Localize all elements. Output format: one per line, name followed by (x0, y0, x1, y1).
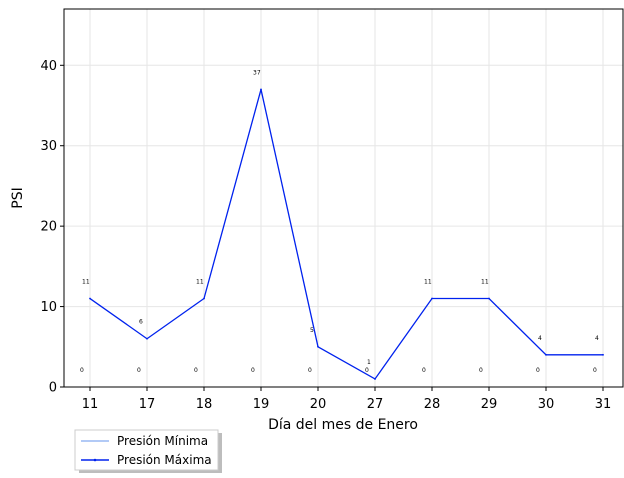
y-axis-label: PSI (10, 187, 26, 208)
x-tick-label: 29 (481, 397, 498, 412)
data-point-max (203, 297, 205, 300)
data-label-max: 11 (481, 279, 489, 286)
data-point-max (545, 353, 547, 356)
data-label-min: 0 (479, 367, 483, 374)
data-point-max (317, 345, 319, 348)
x-tick-label: 11 (82, 397, 99, 412)
data-point-max (374, 378, 376, 380)
legend-box (74, 429, 219, 471)
legend: Presión Mínima Presión Máxima (74, 429, 222, 473)
data-label-min: 0 (80, 367, 84, 374)
y-tick-layer: 0 10 20 30 40 (40, 59, 64, 396)
data-point-max (89, 297, 91, 300)
data-label-max: 11 (196, 279, 204, 286)
data-label-min: 0 (593, 367, 597, 374)
data-point-max (146, 337, 148, 340)
data-label-max: 6 (139, 319, 143, 326)
grid-layer (64, 9, 623, 388)
x-tick-label: 19 (253, 397, 270, 412)
data-label-min: 0 (308, 367, 312, 374)
series-layer (89, 88, 604, 388)
y-tick-label: 20 (40, 220, 57, 235)
x-tick-label: 18 (196, 397, 213, 412)
data-label-min: 0 (194, 367, 198, 374)
data-label-max: 4 (538, 335, 542, 342)
x-axis-label: Día del mes de Enero (268, 417, 418, 433)
legend-label-max: Presión Máxima (117, 453, 212, 467)
y-tick-label: 40 (40, 59, 57, 74)
y-tick-label: 10 (40, 300, 57, 315)
x-tick-label: 27 (367, 397, 384, 412)
data-label-min: 0 (536, 367, 540, 374)
data-point-max (488, 297, 490, 300)
data-point-max (602, 353, 604, 356)
data-label-min: 0 (137, 367, 141, 374)
y-tick-label: 0 (49, 381, 57, 396)
plot-frame (63, 8, 624, 388)
data-label-max: 1 (367, 359, 371, 366)
data-label-max: 4 (595, 335, 599, 342)
legend-label-min: Presión Mínima (117, 434, 208, 448)
data-point-max (431, 297, 433, 300)
data-label-min: 0 (365, 367, 369, 374)
data-label-max: 11 (424, 279, 432, 286)
x-tick-label: 28 (424, 397, 441, 412)
y-tick-label: 30 (40, 139, 57, 154)
data-label-max: 5 (310, 327, 314, 334)
x-tick-layer: 11 17 18 19 20 27 28 29 30 31 (82, 387, 612, 412)
data-label-min: 0 (422, 367, 426, 374)
x-tick-label: 20 (310, 397, 327, 412)
series-line-max (89, 89, 603, 380)
data-point-max (260, 88, 262, 91)
x-tick-label: 31 (595, 397, 612, 412)
x-tick-label: 30 (538, 397, 555, 412)
data-label-max: 37 (253, 69, 261, 76)
data-label-min: 0 (251, 367, 255, 374)
x-tick-label: 17 (139, 397, 156, 412)
data-label-max: 11 (82, 279, 90, 286)
legend-marker-max (93, 458, 97, 462)
